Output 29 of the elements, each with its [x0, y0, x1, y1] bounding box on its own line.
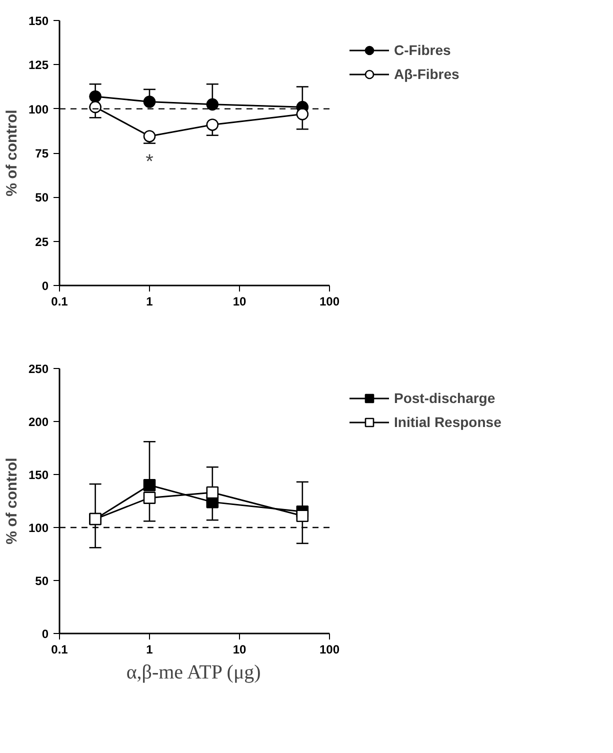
x-tick-label: 1 [146, 294, 154, 308]
x-axis-title: α,β-me ATP (μg) [126, 662, 261, 684]
y-tick-label: 50 [35, 190, 49, 205]
y-tick-label: 0 [42, 279, 49, 293]
x-tick-label: 100 [319, 294, 340, 308]
annotation: * [146, 151, 154, 174]
x-tick-label: 0.1 [51, 294, 68, 308]
legend-label: Post-discharge [394, 390, 496, 406]
y-tick-label: 250 [28, 362, 49, 376]
y-tick-label: 0 [42, 627, 49, 641]
y-axis-title: % of control [3, 110, 20, 196]
y-axis-title: % of control [3, 458, 20, 544]
y-tick-label: 25 [35, 234, 49, 249]
x-tick-label: 0.1 [51, 642, 68, 656]
x-tick-label: 10 [232, 642, 246, 656]
y-tick-label: 150 [28, 468, 49, 482]
x-tick-label: 1 [146, 642, 154, 656]
y-tick-label: 75 [35, 146, 49, 160]
y-tick-label: 200 [28, 415, 49, 429]
y-tick-label: 50 [35, 574, 49, 588]
y-tick-label: 100 [28, 521, 49, 535]
legend-label: C-Fibres [394, 42, 451, 58]
y-tick-label: 150 [28, 14, 49, 28]
x-tick-label: 100 [319, 642, 340, 656]
y-tick-label: 100 [28, 102, 49, 116]
legend-label: Initial Response [394, 414, 502, 430]
x-tick-label: 10 [232, 294, 246, 308]
legend-label: Aβ-Fibres [394, 66, 460, 82]
y-tick-label: 125 [28, 58, 49, 72]
